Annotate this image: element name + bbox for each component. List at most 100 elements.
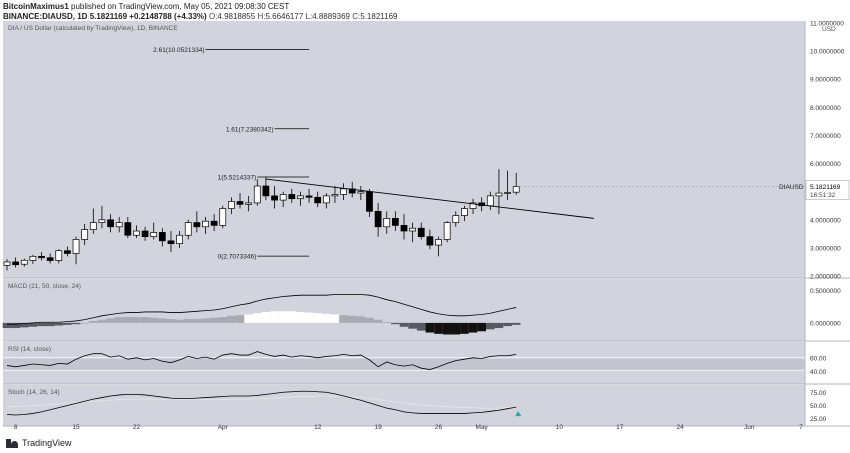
candle-body [366,191,373,212]
candle-body [469,202,477,209]
macd-histogram-bar [114,317,124,323]
candle [184,219,192,240]
price-tick-label: 4.0000000 [810,217,841,224]
macd-histogram-bar [391,322,400,325]
bar-countdown: 16:51:32 [810,192,836,199]
candle-body [107,219,114,228]
macd-histogram-bar [296,311,305,323]
candle-body [504,192,511,194]
candle [409,222,417,243]
candle-body [64,250,71,254]
time-tick-label: 26 [435,424,443,431]
candle-body [12,261,20,266]
candle [383,211,391,234]
candle-body [426,236,434,246]
candle [12,257,20,268]
last-price-tag [805,180,850,200]
candle-body [314,196,322,204]
candle-body [443,222,451,240]
price-change: +0.2148788 (+4.33%) [129,12,207,21]
macd-histogram-bar [347,315,357,323]
candle [271,186,278,209]
macd-histogram-bar [175,319,184,323]
stoch-tick-label: 50.00 [810,403,827,410]
candle-body [167,240,175,245]
candle-body [210,220,218,226]
candle-body [219,208,227,226]
stoch-k-line [6,390,517,416]
candle [391,211,399,232]
high-label: H: [257,12,266,21]
candle-body [184,222,192,236]
macd-histogram-bar [252,313,262,323]
candle [305,188,313,203]
macd-histogram-bar [339,315,348,323]
tradingview-brand[interactable]: TradingView [22,438,72,448]
candle-body [357,191,365,194]
candle [193,211,201,233]
macd-histogram-bar [106,318,115,323]
candle [262,177,270,201]
fib-level-label: 2.61(10.0521334) [153,47,204,54]
candle-body [228,201,235,209]
author-name[interactable]: BitcoinMaximus1 [3,2,69,11]
macd-histogram-bar [71,322,81,325]
macd-histogram-bar [468,322,478,333]
candle [443,221,451,243]
candle-body [3,261,11,266]
rsi-line [6,351,517,370]
price-tick-label: 11.0000000 [810,21,844,28]
candle-body [253,185,261,204]
time-tick-label: 22 [133,424,141,431]
macd-histogram-bar [209,317,219,323]
time-tick-label: 17 [616,424,624,431]
open-label: O: [208,12,218,21]
macd-histogram-bar [192,319,202,323]
candle [461,205,468,222]
fib-level-label: 1.61(7.2380342) [226,126,274,133]
macd-histogram-bar [235,315,245,323]
candle-body [452,215,460,223]
price-tick-label: 8.0000000 [810,105,841,112]
candle [219,205,227,229]
candle [64,246,71,257]
macd-histogram-bar [158,318,167,323]
candle-body [202,220,209,228]
pane-bg-3 [3,385,805,426]
candle [46,253,54,264]
macd-histogram-bar [434,322,443,334]
candle [435,236,442,257]
candle-body [158,232,166,242]
candle-body [133,230,140,236]
macd-histogram-bar [399,322,409,327]
pane-title-1: MACD (21, 50, close, 24) [8,283,81,290]
candle-body [279,194,287,201]
trading-chart[interactable]: DIA / US Dollar (calculated by TradingVi… [0,21,850,434]
stoch-d-line [7,395,517,409]
macd-histogram-bar [494,322,504,329]
last-price-value: 5.1821169 [810,184,841,191]
candle-body [46,257,54,261]
candle [357,186,365,201]
candle-body [72,239,80,254]
macd-histogram-bar [201,318,210,323]
macd-histogram-bar [45,322,55,327]
macd-histogram-bar [132,317,141,323]
time-tick-label: 24 [677,424,685,431]
currency-label: USD [822,26,836,33]
candle [210,214,218,232]
candle [150,222,158,240]
time-tick-label: May [476,424,489,431]
time-tick-label: 7 [799,424,803,431]
candle-body [340,188,347,195]
macd-histogram-bar [270,311,279,323]
candle [279,191,287,208]
candle-body [20,259,28,265]
macd-histogram-bar [322,313,331,323]
macd-histogram-bar [123,317,133,323]
candle [72,236,80,265]
macd-histogram-bar [287,311,297,323]
time-tick-label: 15 [72,424,80,431]
published-text: published on TradingView.com, May 05, 20… [71,2,290,11]
candle-body [176,234,183,245]
